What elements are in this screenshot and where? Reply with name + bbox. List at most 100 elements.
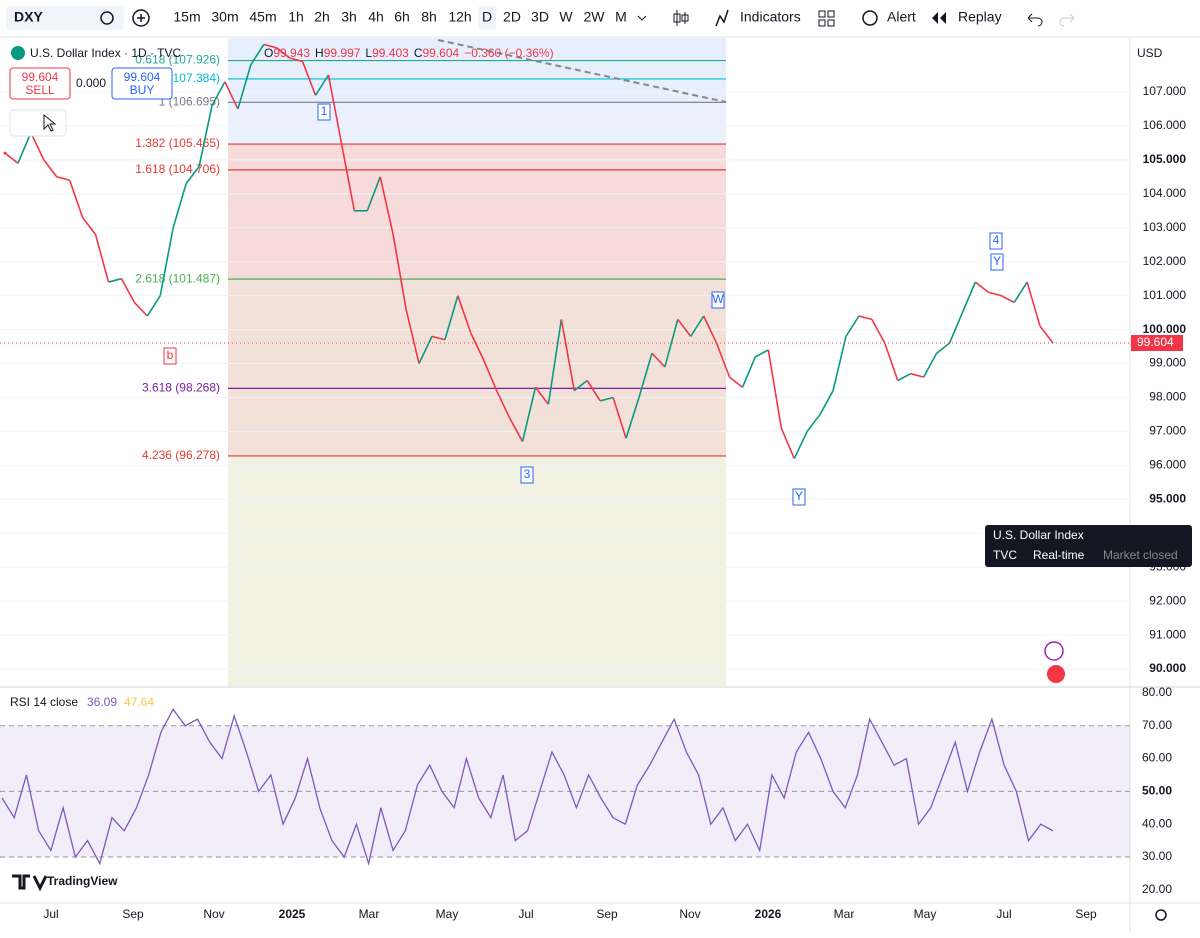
wave-label: Y bbox=[795, 489, 803, 503]
legend-low-label: L bbox=[365, 46, 372, 60]
interval[interactable]: W bbox=[559, 9, 573, 25]
price-segment bbox=[819, 390, 834, 415]
wave-label: W bbox=[712, 292, 724, 306]
legend-title: U.S. Dollar Index · 1D · TVC bbox=[30, 46, 181, 60]
currency[interactable]: USD bbox=[1137, 46, 1163, 60]
price-segment bbox=[68, 179, 84, 218]
fib-label: 1.618 (104.706) bbox=[135, 162, 220, 176]
interval[interactable]: 3D bbox=[531, 9, 549, 25]
price-tick-label: 94.000 bbox=[1149, 525, 1186, 539]
toolbar-button[interactable]: Replay bbox=[958, 9, 1002, 25]
interval[interactable]: 12h bbox=[448, 9, 471, 25]
price-segment bbox=[612, 397, 627, 439]
brand: TradingView bbox=[47, 874, 118, 888]
sell-label[interactable]: SELL bbox=[25, 83, 55, 97]
price-tick-label: 107.000 bbox=[1143, 84, 1187, 98]
fib-label: 1 (106.695) bbox=[159, 94, 220, 108]
price-segment bbox=[444, 295, 459, 340]
rsi-tick-label: 20.00 bbox=[1142, 882, 1172, 896]
redo[interactable] bbox=[1059, 13, 1075, 27]
settings[interactable] bbox=[1155, 909, 1167, 921]
fib-label: 2.618 (101.487) bbox=[135, 271, 220, 285]
price-segment bbox=[715, 342, 731, 378]
buy-label[interactable]: BUY bbox=[130, 83, 155, 97]
interval[interactable]: 45m bbox=[249, 9, 276, 25]
price-segment bbox=[470, 332, 485, 361]
price-segment bbox=[314, 74, 330, 96]
price-segment bbox=[651, 352, 666, 368]
add-symbol-plus bbox=[137, 14, 145, 22]
price-segment bbox=[379, 176, 394, 235]
chart-type-icon[interactable] bbox=[673, 10, 689, 26]
symbol-box[interactable] bbox=[6, 6, 124, 30]
tooltip bbox=[985, 525, 1192, 567]
time-tick-label: May bbox=[436, 907, 459, 921]
fib-zone bbox=[228, 102, 726, 145]
drawing-tools[interactable] bbox=[9, 109, 67, 137]
legend-change: −0.360 (−0.36%) bbox=[464, 46, 553, 60]
price-segment bbox=[418, 336, 433, 364]
cursor-icon[interactable] bbox=[43, 113, 57, 132]
buy-price[interactable]: 99.604 bbox=[124, 70, 161, 84]
interval[interactable]: 15m bbox=[173, 9, 200, 25]
time-tick-label: Mar bbox=[359, 907, 380, 921]
interval[interactable]: 2W bbox=[584, 9, 606, 25]
wave-label: 4 bbox=[993, 233, 1000, 247]
time-tick-label: Nov bbox=[679, 907, 700, 921]
price-segment bbox=[767, 349, 783, 429]
symbol[interactable]: DXY bbox=[14, 9, 43, 25]
compare-icon[interactable] bbox=[100, 11, 114, 25]
sell-price[interactable]: 99.604 bbox=[22, 70, 59, 84]
layout-icon[interactable] bbox=[818, 10, 835, 27]
last-price-label: 99.604 bbox=[1137, 335, 1174, 349]
undo[interactable] bbox=[1027, 13, 1043, 27]
fib-zone bbox=[228, 455, 726, 686]
price-tick-label: 98.000 bbox=[1149, 390, 1186, 404]
price-segment bbox=[366, 176, 381, 212]
event-icon[interactable] bbox=[1044, 641, 1064, 661]
rsi-tick-label: 40.00 bbox=[1142, 816, 1172, 830]
interval[interactable]: M bbox=[615, 9, 627, 25]
rsi-line bbox=[1, 708, 1054, 867]
interval[interactable]: 2h bbox=[314, 9, 330, 25]
interval[interactable]: 1h bbox=[288, 9, 304, 25]
time-tick-label: Sep bbox=[596, 907, 618, 921]
spread: 0.000 bbox=[76, 76, 106, 90]
wave-box bbox=[711, 291, 725, 309]
time-tick-label: 2026 bbox=[755, 907, 782, 921]
interval[interactable]: 2D bbox=[503, 9, 521, 25]
interval[interactable]: 30m bbox=[211, 9, 238, 25]
add-symbol[interactable] bbox=[132, 9, 150, 27]
interval[interactable]: D bbox=[482, 9, 492, 25]
sell-button[interactable] bbox=[9, 67, 71, 100]
price-tick-label: 100.000 bbox=[1143, 322, 1187, 336]
price-segment bbox=[858, 315, 873, 321]
time-tick-label: Jul bbox=[996, 907, 1011, 921]
price-segment bbox=[625, 397, 640, 439]
interval[interactable]: 4h bbox=[368, 9, 384, 25]
buy-button[interactable] bbox=[111, 67, 173, 100]
fib-zone bbox=[228, 279, 726, 456]
interval-more[interactable] bbox=[637, 15, 647, 21]
tooltip-status: Market closed bbox=[1103, 548, 1178, 562]
price-segment bbox=[741, 356, 757, 388]
interval[interactable]: 3h bbox=[341, 9, 357, 25]
toolbar-button[interactable]: Alert bbox=[887, 9, 916, 25]
interval-selected bbox=[478, 6, 496, 30]
legend-open: 99.943 bbox=[273, 46, 310, 60]
price-segment bbox=[871, 319, 886, 344]
brand-logo bbox=[12, 874, 48, 892]
toolbar-button[interactable]: Indicators bbox=[740, 9, 801, 25]
economic-event[interactable] bbox=[1047, 665, 1065, 683]
fib-zone bbox=[228, 144, 726, 280]
interval[interactable]: 8h bbox=[421, 9, 437, 25]
price-segment bbox=[922, 352, 938, 378]
price-segment bbox=[224, 81, 239, 110]
rsi-tick-label: 50.00 bbox=[1142, 784, 1172, 798]
price-tick-label: 103.000 bbox=[1143, 220, 1187, 234]
interval[interactable]: 6h bbox=[394, 9, 410, 25]
price-segment bbox=[780, 427, 795, 459]
price-segment bbox=[340, 142, 356, 211]
rsi-tick-label: 60.00 bbox=[1142, 751, 1172, 765]
toolbar bbox=[0, 0, 1200, 36]
